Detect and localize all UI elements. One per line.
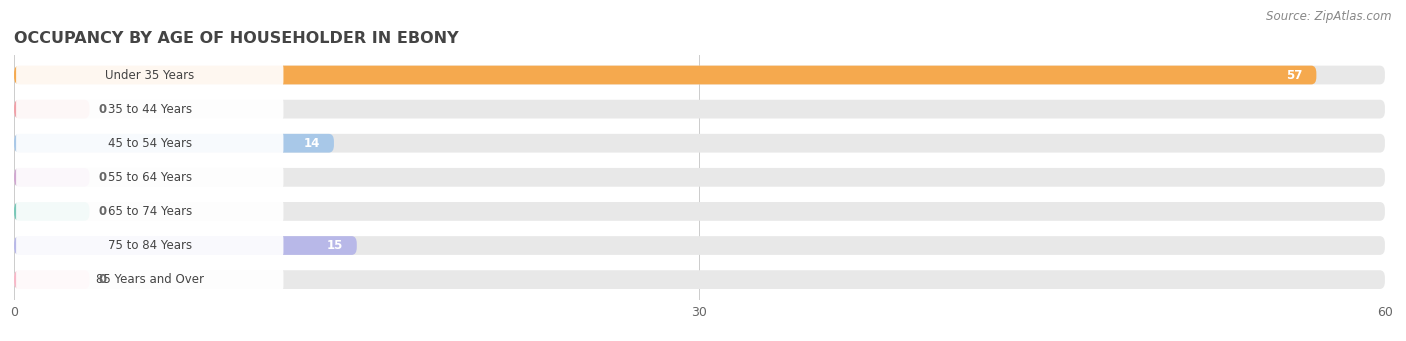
FancyBboxPatch shape — [14, 168, 1385, 187]
Text: Source: ZipAtlas.com: Source: ZipAtlas.com — [1267, 10, 1392, 23]
Text: 15: 15 — [326, 239, 343, 252]
Text: 75 to 84 Years: 75 to 84 Years — [108, 239, 191, 252]
Text: 0: 0 — [98, 103, 107, 116]
FancyBboxPatch shape — [15, 232, 284, 259]
FancyBboxPatch shape — [14, 270, 90, 289]
Text: 0: 0 — [98, 205, 107, 218]
FancyBboxPatch shape — [15, 95, 284, 123]
FancyBboxPatch shape — [14, 168, 90, 187]
FancyBboxPatch shape — [14, 66, 1316, 85]
Text: 0: 0 — [98, 273, 107, 286]
FancyBboxPatch shape — [14, 134, 1385, 153]
FancyBboxPatch shape — [14, 100, 90, 119]
Text: OCCUPANCY BY AGE OF HOUSEHOLDER IN EBONY: OCCUPANCY BY AGE OF HOUSEHOLDER IN EBONY — [14, 31, 458, 46]
FancyBboxPatch shape — [15, 61, 284, 89]
FancyBboxPatch shape — [14, 236, 357, 255]
FancyBboxPatch shape — [14, 202, 1385, 221]
FancyBboxPatch shape — [14, 236, 1385, 255]
Text: Under 35 Years: Under 35 Years — [105, 69, 194, 81]
Text: 0: 0 — [98, 171, 107, 184]
FancyBboxPatch shape — [14, 134, 335, 153]
Text: 57: 57 — [1286, 69, 1303, 81]
FancyBboxPatch shape — [14, 270, 1385, 289]
Text: 45 to 54 Years: 45 to 54 Years — [108, 137, 191, 150]
Text: 85 Years and Over: 85 Years and Over — [96, 273, 204, 286]
FancyBboxPatch shape — [14, 202, 90, 221]
FancyBboxPatch shape — [15, 164, 284, 191]
FancyBboxPatch shape — [14, 66, 1385, 85]
Text: 65 to 74 Years: 65 to 74 Years — [108, 205, 191, 218]
FancyBboxPatch shape — [15, 266, 284, 293]
Text: 35 to 44 Years: 35 to 44 Years — [108, 103, 191, 116]
FancyBboxPatch shape — [14, 100, 1385, 119]
FancyBboxPatch shape — [15, 130, 284, 157]
Text: 55 to 64 Years: 55 to 64 Years — [108, 171, 191, 184]
Text: 14: 14 — [304, 137, 321, 150]
FancyBboxPatch shape — [15, 198, 284, 225]
